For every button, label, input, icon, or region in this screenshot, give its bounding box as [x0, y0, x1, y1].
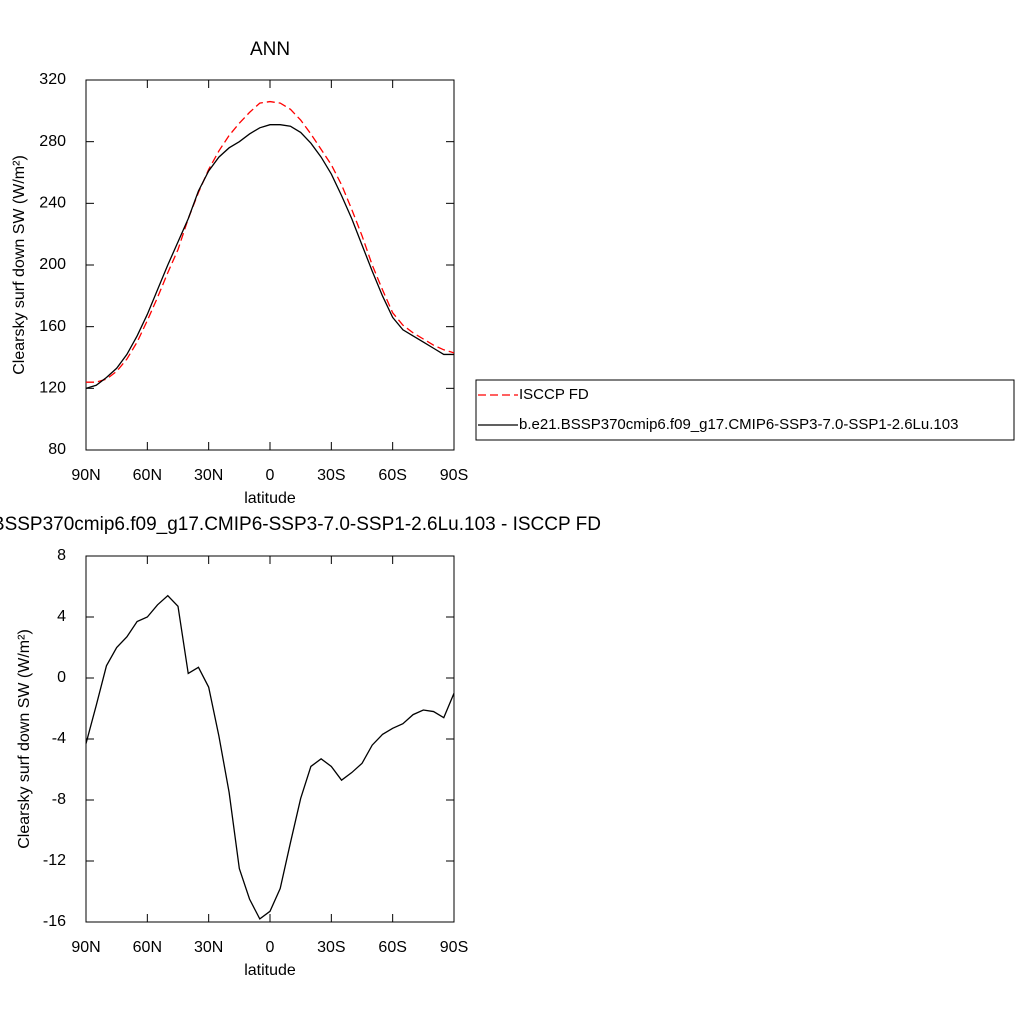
y-tick-label: 160 [39, 318, 66, 335]
chart-title: b.e21.BSSP370cmip6.f09_g17.CMIP6-SSP3-7.… [0, 514, 601, 535]
x-tick-label: 90S [440, 939, 468, 956]
data-line [85, 124, 454, 389]
y-tick-label: 120 [39, 380, 66, 397]
legend-box [475, 379, 1015, 441]
y-axis-label: Clearsky surf down SW (W/m²) [11, 155, 28, 375]
y-tick-label: 4 [57, 608, 66, 625]
x-tick-label: 60N [133, 939, 162, 956]
y-tick-label: 80 [48, 441, 66, 458]
y-tick-label: 280 [39, 133, 66, 150]
plot-frame [85, 79, 455, 451]
y-tick-label: 320 [39, 71, 66, 88]
data-line [86, 100, 455, 383]
x-tick-label: 90S [440, 467, 468, 484]
chart-title: ANN [250, 39, 290, 60]
y-tick-label: -8 [52, 791, 66, 808]
x-tick-label: 60S [378, 467, 406, 484]
x-tick-label: 0 [266, 467, 275, 484]
y-tick-label: -12 [43, 852, 66, 869]
plot-frame [85, 555, 455, 923]
x-axis-label: latitude [244, 490, 296, 507]
y-axis-label: Clearsky surf down SW (W/m²) [16, 629, 33, 849]
x-tick-label: 30S [317, 467, 345, 484]
x-tick-label: 60S [378, 939, 406, 956]
y-tick-label: -4 [52, 730, 66, 747]
x-tick-label: 90N [71, 467, 100, 484]
y-tick-label: -16 [43, 913, 66, 930]
x-tick-label: 30S [317, 939, 345, 956]
x-tick-label: 60N [133, 467, 162, 484]
x-tick-label: 0 [266, 939, 275, 956]
x-tick-label: 90N [71, 939, 100, 956]
x-tick-label: 30N [194, 467, 223, 484]
y-tick-label: 0 [57, 669, 66, 686]
legend-label: b.e21.BSSP370cmip6.f09_g17.CMIP6-SSP3-7.… [519, 416, 958, 433]
data-line [85, 594, 455, 920]
x-tick-label: 30N [194, 939, 223, 956]
y-tick-label: 8 [57, 547, 66, 564]
y-tick-label: 240 [39, 195, 66, 212]
x-axis-label: latitude [244, 962, 296, 979]
legend-label: ISCCP FD [519, 386, 589, 403]
y-tick-label: 200 [39, 256, 66, 273]
